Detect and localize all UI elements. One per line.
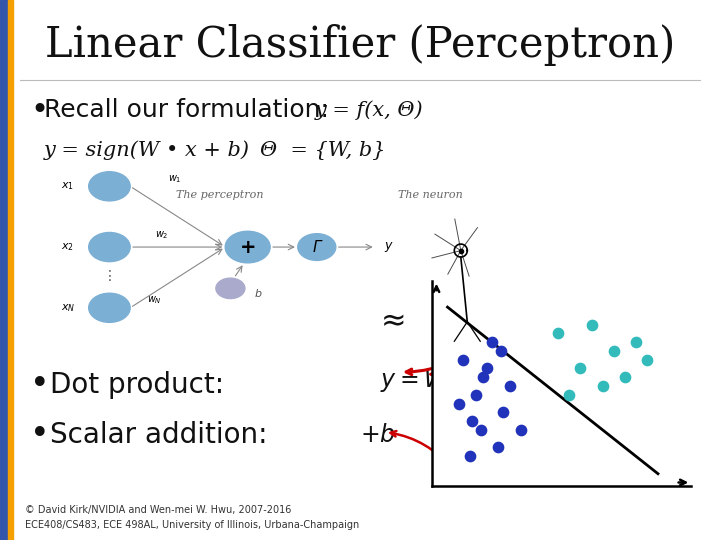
Point bbox=[466, 417, 477, 426]
Text: weight: weight bbox=[565, 426, 632, 444]
Text: $+ b$: $+ b$ bbox=[360, 423, 396, 447]
Point bbox=[630, 338, 642, 347]
Bar bbox=[8, 0, 13, 540]
Point bbox=[641, 355, 652, 364]
Text: ECE408/CS483, ECE 498AL, University of Illinois, Urbana-Champaign: ECE408/CS483, ECE 498AL, University of I… bbox=[25, 520, 359, 530]
Point bbox=[453, 399, 464, 408]
Circle shape bbox=[298, 234, 336, 260]
Text: $\approx$: $\approx$ bbox=[375, 306, 405, 334]
Point bbox=[504, 382, 516, 390]
Text: The neuron: The neuron bbox=[397, 190, 462, 200]
Point bbox=[471, 390, 482, 399]
Text: $b$: $b$ bbox=[253, 287, 262, 299]
Text: $x_1$: $x_1$ bbox=[61, 180, 74, 192]
Text: +: + bbox=[240, 238, 256, 256]
Text: $w_N$: $w_N$ bbox=[147, 295, 162, 306]
Text: Dot product:: Dot product: bbox=[50, 371, 224, 399]
Text: bias: bias bbox=[460, 471, 500, 489]
Point bbox=[586, 320, 598, 329]
Point bbox=[575, 364, 586, 373]
Point bbox=[482, 364, 493, 373]
Point bbox=[477, 373, 489, 382]
Point bbox=[619, 373, 631, 382]
Text: Recall our formulation:: Recall our formulation: bbox=[44, 98, 329, 122]
Point bbox=[457, 355, 469, 364]
Text: $x_2$: $x_2$ bbox=[61, 241, 74, 253]
Text: •: • bbox=[30, 368, 50, 402]
Point bbox=[564, 390, 575, 399]
Circle shape bbox=[216, 278, 245, 299]
Text: y = sign(W • x + b): y = sign(W • x + b) bbox=[44, 140, 250, 160]
Text: Linear Classifier (Perceptron): Linear Classifier (Perceptron) bbox=[45, 24, 675, 66]
Point bbox=[495, 347, 506, 355]
Text: © David Kirk/NVIDIA and Wen-mei W. Hwu, 2007-2016: © David Kirk/NVIDIA and Wen-mei W. Hwu, … bbox=[25, 505, 292, 515]
Point bbox=[492, 443, 504, 452]
Point bbox=[486, 338, 498, 347]
Text: $y = W \bullet \mathbf{x}$: $y = W \bullet \mathbf{x}$ bbox=[380, 367, 488, 394]
Text: ⋮: ⋮ bbox=[102, 269, 117, 283]
Circle shape bbox=[89, 293, 130, 322]
Bar bbox=[0, 0, 8, 540]
Circle shape bbox=[225, 231, 270, 263]
Point bbox=[515, 426, 526, 434]
Point bbox=[464, 452, 475, 461]
Circle shape bbox=[89, 172, 130, 201]
Text: $x_N$: $x_N$ bbox=[60, 302, 75, 314]
Text: $y$: $y$ bbox=[384, 240, 395, 254]
Text: Θ  = {W, b}: Θ = {W, b} bbox=[260, 140, 385, 159]
Point bbox=[608, 347, 619, 355]
Text: $w_1$: $w_1$ bbox=[168, 173, 182, 185]
Text: output: output bbox=[560, 359, 625, 377]
Text: Γ: Γ bbox=[312, 240, 321, 254]
Text: y = f(x, Θ): y = f(x, Θ) bbox=[315, 100, 423, 120]
Text: •: • bbox=[30, 96, 48, 125]
Text: $w_2$: $w_2$ bbox=[155, 229, 168, 241]
Point bbox=[475, 426, 487, 434]
Text: Scalar addition:: Scalar addition: bbox=[50, 421, 268, 449]
Circle shape bbox=[89, 232, 130, 261]
Text: The perceptron: The perceptron bbox=[176, 190, 264, 200]
Point bbox=[597, 382, 608, 390]
Text: input: input bbox=[575, 391, 626, 409]
Point bbox=[552, 329, 564, 338]
Point bbox=[497, 408, 508, 417]
Text: •: • bbox=[30, 418, 50, 451]
